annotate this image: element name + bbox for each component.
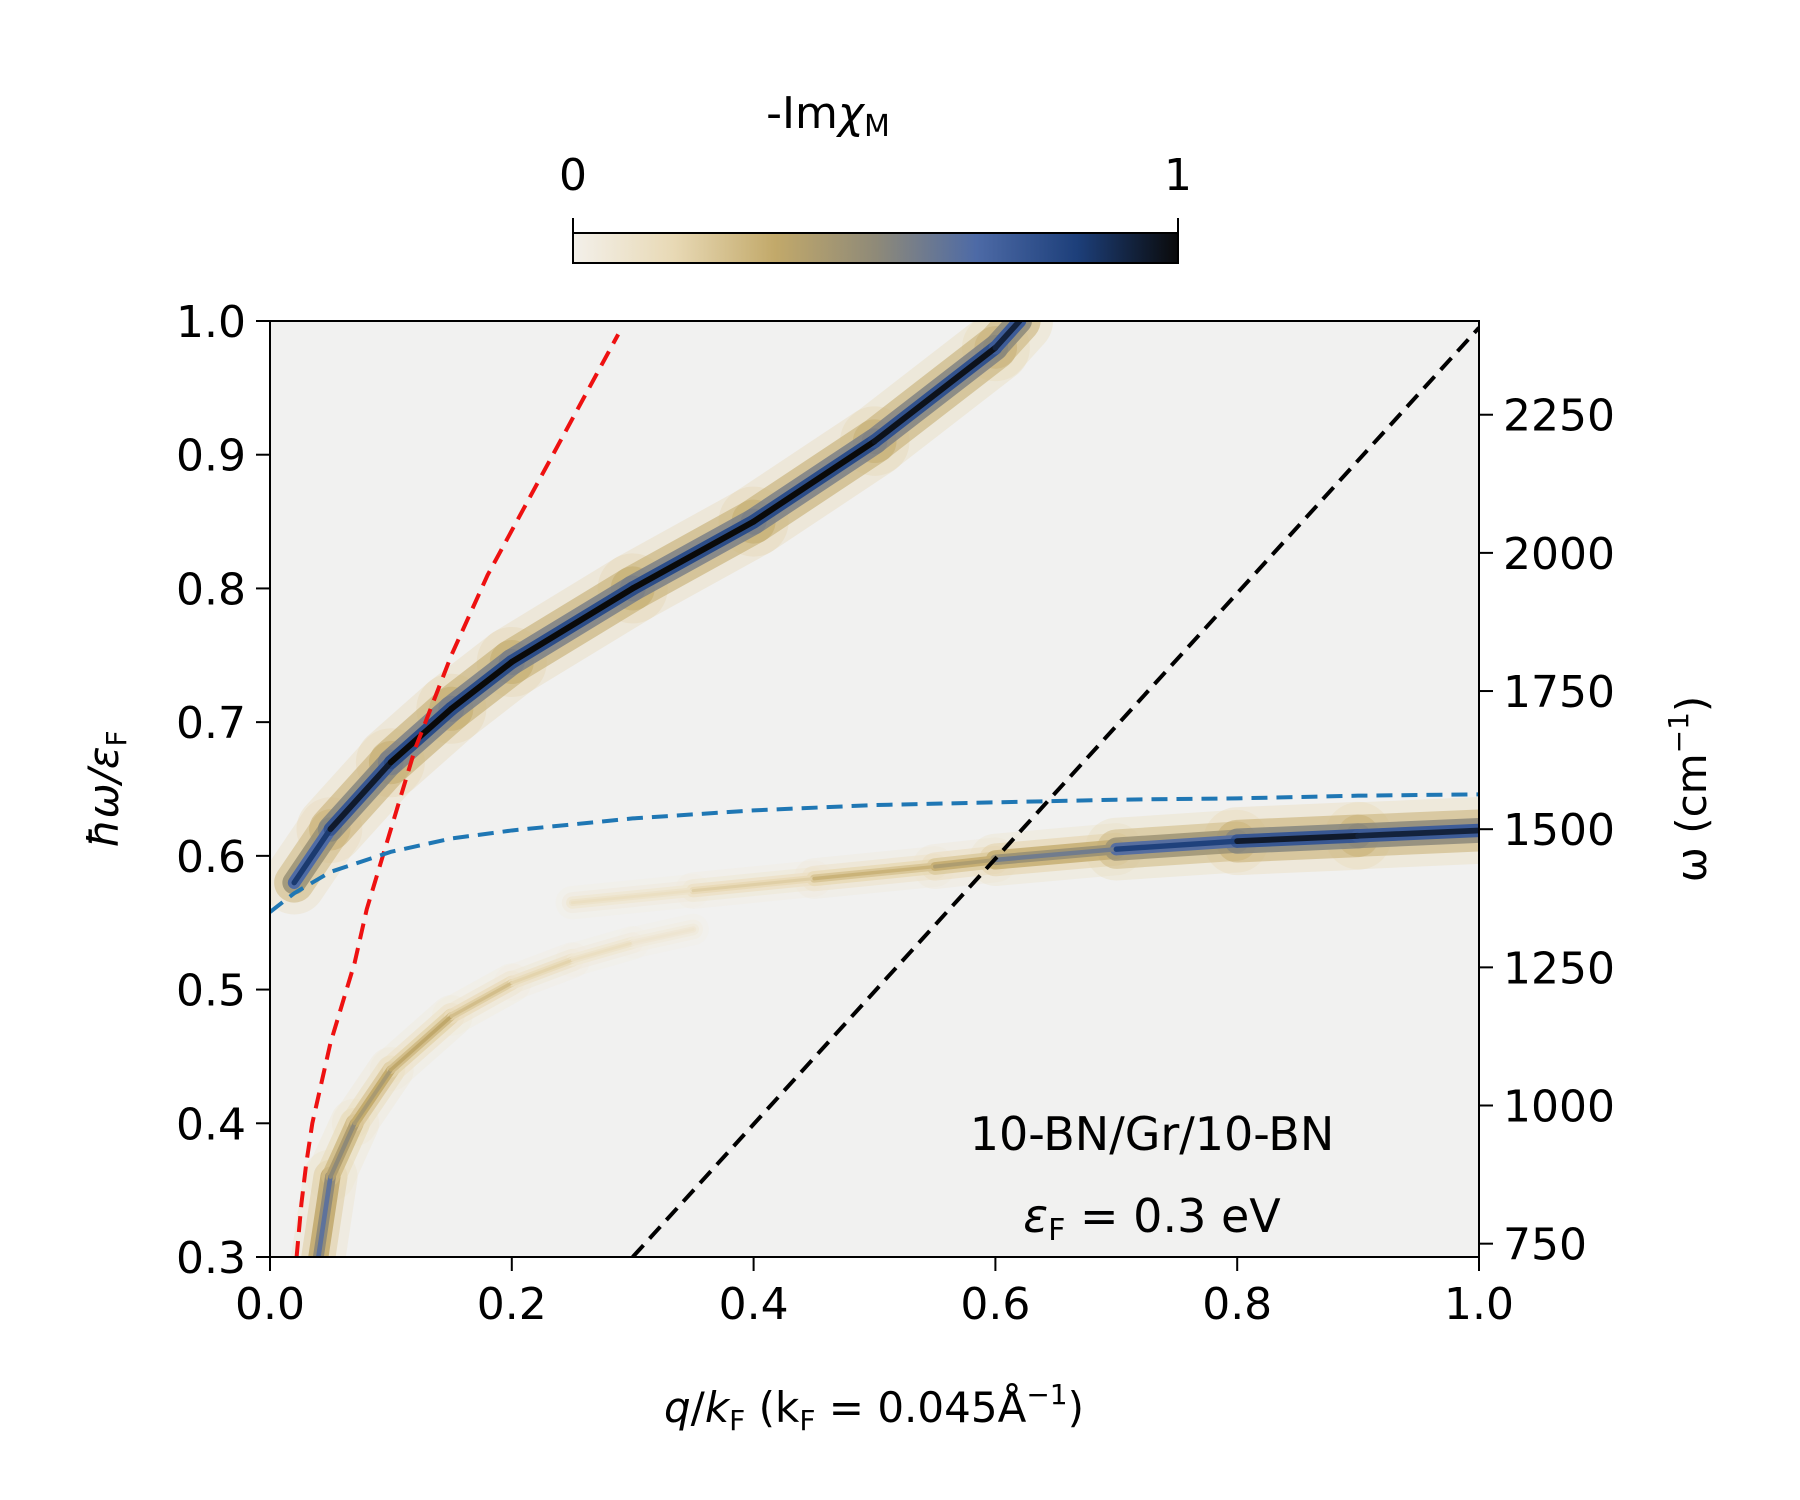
heatmap-band-upper-plasmon xyxy=(750,438,878,525)
heatmap-band-upper-plasmon xyxy=(871,344,999,445)
heatmap-band-phonon-branch xyxy=(570,889,695,905)
y-tick-label: 0.9 xyxy=(176,431,246,482)
y-axis-left-label: ħω/εF xyxy=(79,730,133,847)
heatmap-band-lower-branch xyxy=(389,1014,454,1072)
heatmap-band-phonon-branch xyxy=(1355,827,1479,839)
y-tick-label: 0.6 xyxy=(176,832,246,883)
x-tick-label: 0.0 xyxy=(235,1279,305,1330)
heatmap-band-phonon-branch xyxy=(933,857,998,869)
heatmap-band-phonon-branch xyxy=(993,846,1119,863)
y-axis-right: 750 1000 1250 1500 1750 2000 2250 xyxy=(1479,391,1615,1271)
heatmap-band-lower-branch xyxy=(328,1121,357,1179)
colorbar-min-label: 0 xyxy=(559,150,587,201)
plot-background xyxy=(270,321,1479,1257)
y2-tick-label: 1750 xyxy=(1503,667,1615,718)
heatmap-band-phonon-branch xyxy=(812,864,937,881)
heatmap-band-upper-plasmon xyxy=(327,759,394,833)
series-line-black-dashed xyxy=(631,326,1479,1257)
heatmap-band-upper-plasmon xyxy=(291,826,334,886)
colorbar-title: -ImχM xyxy=(766,88,890,144)
y-tick-label: 0.5 xyxy=(176,966,246,1017)
y-tick-label: 1.0 xyxy=(176,297,246,348)
y-axis-right-label: ω (cm−1) xyxy=(1662,696,1716,883)
heatmap-layer xyxy=(270,321,1479,1257)
y-tick-label: 0.7 xyxy=(176,698,246,749)
x-tick-label: 0.4 xyxy=(719,1279,789,1330)
colorbar-max-label: 1 xyxy=(1164,150,1192,201)
x-tick-label: 0.2 xyxy=(477,1279,547,1330)
y2-tick-label: 1500 xyxy=(1503,805,1615,856)
heatmap-band-lower-branch xyxy=(570,941,635,962)
heatmap-band-phonon-branch xyxy=(691,877,816,893)
y2-tick-label: 750 xyxy=(1503,1220,1587,1271)
y-tick-label: 0.8 xyxy=(176,564,246,615)
x-tick-label: 0.8 xyxy=(1202,1279,1272,1330)
heatmap-band-upper-plasmon xyxy=(629,518,757,592)
annotation-structure: 10-BN/Gr/10-BN xyxy=(970,1107,1334,1161)
x-axis: 0.0 0.2 0.4 0.6 0.8 1.0 xyxy=(235,1257,1514,1330)
y2-tick-label: 2250 xyxy=(1503,391,1615,442)
y2-tick-label: 1000 xyxy=(1503,1082,1615,1133)
series-line-blue-dashed xyxy=(270,792,1479,914)
heatmap-band-upper-plasmon xyxy=(508,585,636,665)
y-tick-label: 0.4 xyxy=(176,1099,246,1150)
plot-frame xyxy=(269,320,1480,1258)
heatmap-band-lower-branch xyxy=(631,928,695,945)
series-line-red-dashed xyxy=(294,333,620,1257)
annotation-fermi-energy: εF = 0.3 eV xyxy=(1023,1189,1281,1248)
y2-tick-label: 2000 xyxy=(1503,529,1615,580)
series-layer xyxy=(270,326,1479,1257)
heatmap-band-lower-branch xyxy=(510,958,574,985)
y-tick-label: 0.3 xyxy=(176,1233,246,1284)
x-tick-label: 0.6 xyxy=(960,1279,1030,1330)
heatmap-band-lower-branch xyxy=(352,1067,393,1126)
heatmap-band-upper-plasmon xyxy=(992,321,1023,351)
x-tick-label: 1.0 xyxy=(1444,1279,1514,1330)
y2-tick-label: 1250 xyxy=(1503,943,1615,994)
x-axis-label: q/kF (kF = 0.045Å−1) xyxy=(664,1378,1084,1437)
heatmap-band-lower-branch xyxy=(316,1174,333,1257)
colorbar-bar xyxy=(572,232,1179,264)
colorbar: -ImχM 0 1 xyxy=(559,88,1192,264)
y-axis-left: 0.3 0.4 0.5 0.6 0.7 0.8 0.9 1.0 xyxy=(176,297,270,1284)
heatmap-band-upper-plasmon xyxy=(448,658,515,712)
heatmap-band-phonon-branch xyxy=(1234,832,1362,845)
heatmap-band-lower-branch xyxy=(449,981,514,1018)
heatmap-band-phonon-branch xyxy=(1113,838,1240,852)
